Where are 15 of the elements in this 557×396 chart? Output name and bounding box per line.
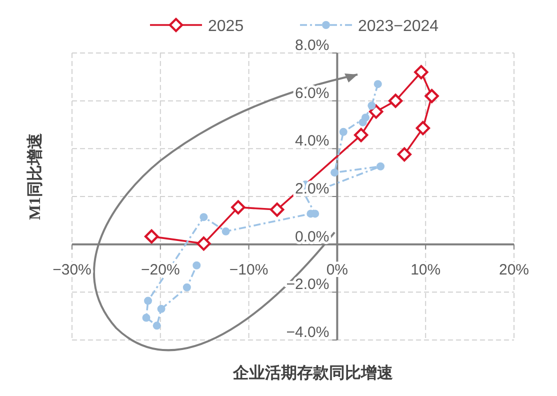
x-axis-title: 企业活期存款同比增速: [232, 364, 394, 382]
y-tick-label: −2.0%: [286, 276, 330, 294]
y-tick-label: −4.0%: [286, 324, 330, 341]
legend-label: 2025: [208, 18, 244, 35]
x-tick-label: 20%: [498, 261, 530, 278]
x-tick-label: −20%: [141, 261, 180, 278]
x-tick-label: 10%: [410, 261, 441, 278]
x-tick-label: −10%: [229, 261, 268, 278]
legend-label: 2023−2024: [358, 18, 439, 35]
y-tick-label: 6.0%: [294, 84, 330, 102]
y-tick-label: 0.0%: [294, 228, 330, 246]
y-axis-title: M1同比增速: [26, 132, 44, 220]
x-tick-label: −30%: [52, 261, 92, 278]
y-tick-label: 4.0%: [294, 132, 330, 150]
y-tick-label: 8.0%: [294, 37, 330, 54]
